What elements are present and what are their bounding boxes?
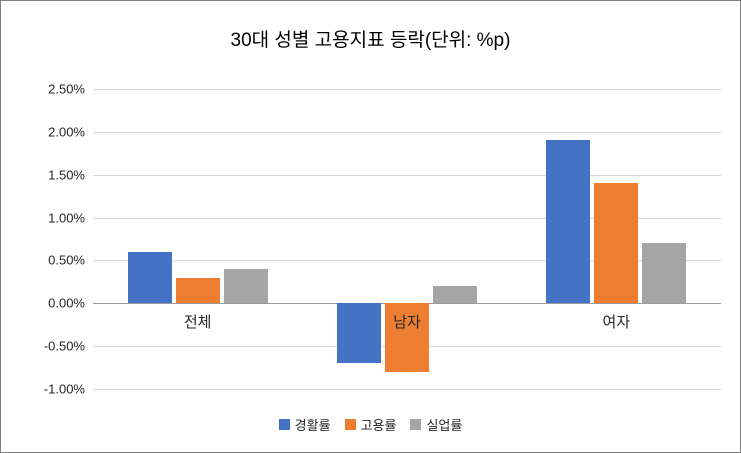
category-label: 전체 (183, 314, 212, 332)
plot-area: 전체 남자 여자 (93, 89, 721, 390)
legend-label: 실업률 (426, 418, 463, 433)
bar-series0-cat1 (337, 303, 381, 364)
legend-swatch (344, 419, 356, 430)
y-tick-label: 0.50% (48, 252, 85, 268)
bar-series1-cat0 (175, 277, 220, 304)
y-tick-label: -1.00% (43, 381, 85, 397)
legend-item: 실업률 (410, 415, 462, 434)
legend-label: 고용률 (360, 418, 397, 433)
bar-series2-cat0 (223, 269, 268, 304)
legend-item: 고용률 (344, 415, 397, 434)
gridline (93, 260, 721, 262)
y-tick-label: 1.50% (48, 167, 85, 183)
legend-label: 경활률 (294, 418, 331, 433)
y-tick-label: 0.00% (48, 295, 85, 311)
bar-series2-cat2 (642, 243, 687, 304)
gridline (93, 131, 721, 133)
gridline (93, 217, 721, 219)
legend-swatch (278, 419, 290, 430)
bar-series0-cat0 (127, 251, 172, 304)
y-tick-label: 2.50% (48, 81, 85, 97)
bar-series2-cat1 (433, 286, 477, 304)
legend-swatch (410, 419, 422, 430)
gridline (93, 89, 721, 90)
bar-series1-cat2 (594, 183, 639, 304)
bar-series0-cat2 (546, 140, 591, 304)
gridline (93, 174, 721, 176)
y-tick-label: 1.00% (48, 210, 85, 226)
gridline (93, 389, 721, 390)
category-label: 여자 (602, 314, 631, 332)
chart-title: 30대 성별 고용지표 등락(단위: %p) (230, 30, 511, 51)
legend: 경활률 고용률 실업률 (1, 415, 740, 434)
legend-item: 경활률 (278, 415, 331, 434)
y-tick-label: -0.50% (43, 338, 85, 354)
y-tick-label: 2.00% (48, 124, 85, 140)
bar-series1-cat1 (385, 303, 429, 372)
category-label: 남자 (393, 314, 421, 332)
